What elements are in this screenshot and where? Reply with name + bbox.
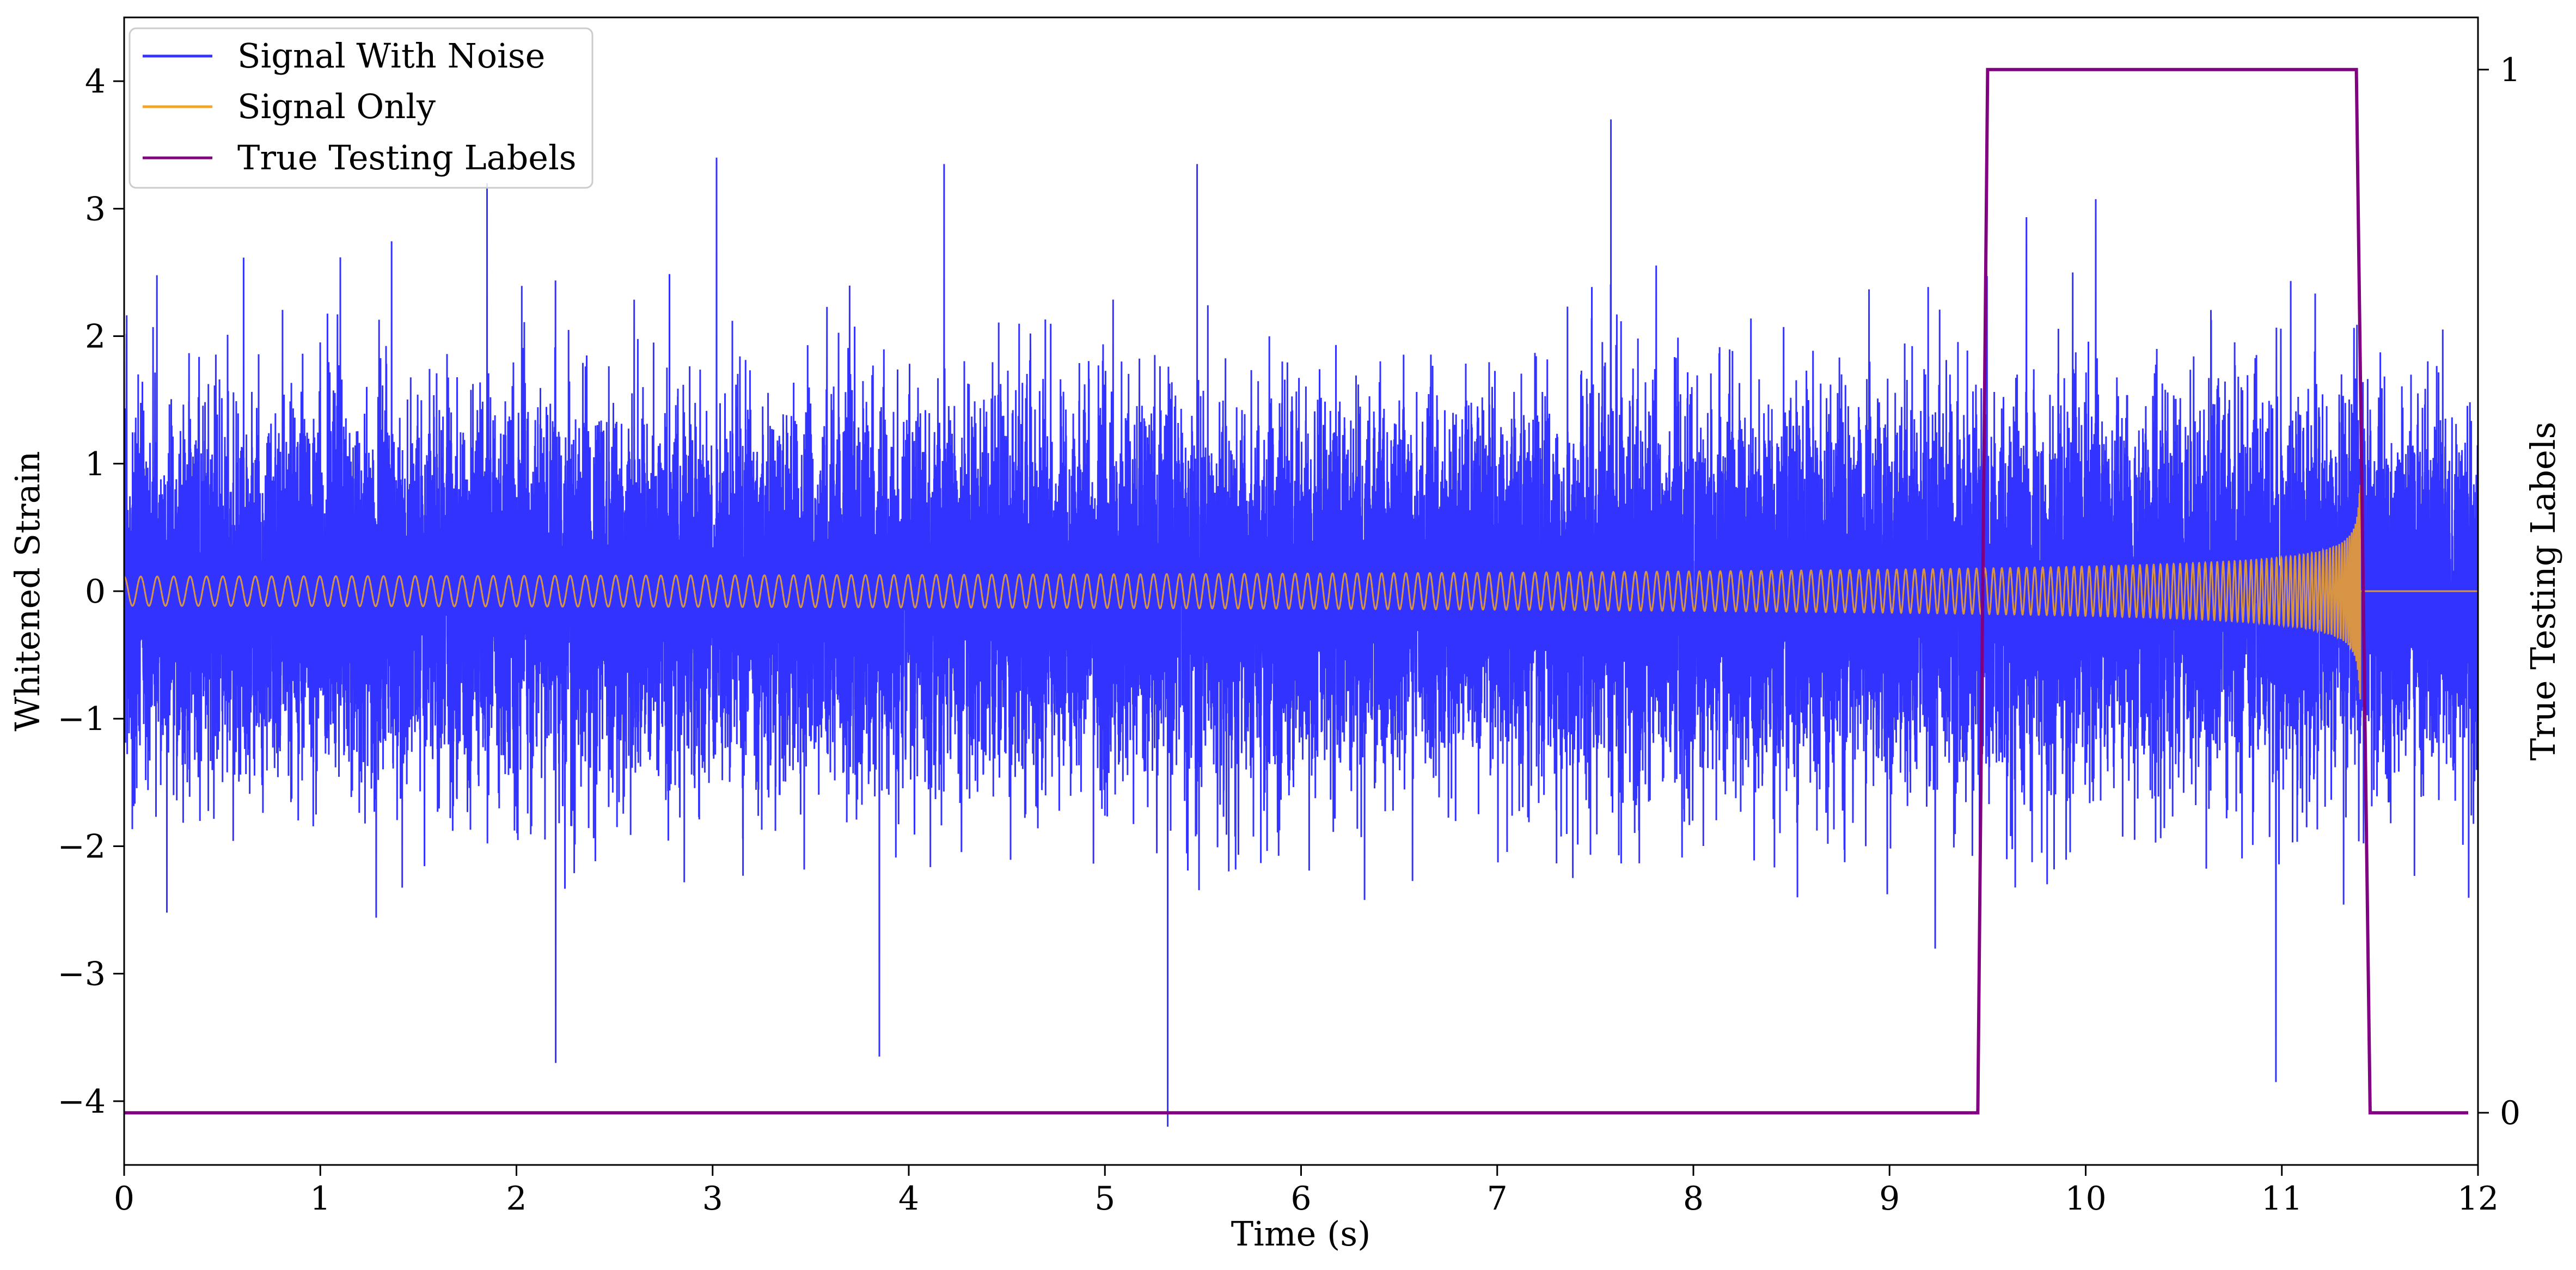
y-axis-right: 01	[2478, 51, 2520, 1132]
x-tick-label: 4	[898, 1180, 919, 1218]
x-tick-label: 8	[1683, 1180, 1704, 1218]
y-tick-label: 3	[85, 190, 106, 228]
legend-box	[129, 27, 593, 189]
y-tick-label: −2	[58, 827, 106, 866]
y-tick-label: 4	[85, 63, 106, 101]
x-tick-label: 1	[310, 1180, 331, 1218]
x-tick-label: 9	[1879, 1180, 1900, 1218]
y-tick-label: −1	[58, 700, 106, 738]
series-line-signal-with-noise	[124, 119, 2478, 1127]
x-axis: 0 1 2 3 4 5 6 7 8 9 10 11 12	[114, 1165, 2499, 1218]
y2-axis-title: True Testing Labels	[2523, 422, 2563, 761]
x-tick-label: 10	[2065, 1180, 2106, 1218]
legend-label-signal-with-noise: Signal With Noise	[237, 36, 545, 76]
y-tick-label: 2	[85, 318, 106, 356]
x-tick-label: 12	[2457, 1180, 2499, 1218]
y-tick-label: −4	[58, 1083, 106, 1121]
x-tick-label: 11	[2261, 1180, 2303, 1218]
x-axis-title: Time (s)	[1231, 1214, 1371, 1254]
x-tick-label: 0	[114, 1180, 134, 1218]
legend-label-true-testing-labels: True Testing Labels	[237, 138, 577, 177]
y-axis-title: Whitened Strain	[8, 451, 47, 732]
x-tick-label: 6	[1290, 1180, 1311, 1218]
y2-tick-label: 0	[2500, 1094, 2520, 1132]
y-tick-label: 0	[85, 573, 106, 611]
legend-label-signal-only: Signal Only	[237, 87, 436, 126]
y-tick-label: −3	[58, 955, 106, 993]
y2-tick-label: 1	[2500, 51, 2520, 89]
plot-area	[124, 68, 2478, 1127]
x-tick-label: 3	[702, 1180, 723, 1218]
x-tick-label: 5	[1094, 1180, 1115, 1218]
legend: Signal With Noise Signal Only True Testi…	[129, 27, 593, 189]
y-axis-left: −4 −3 −2 −1 0 1 2 3 4	[58, 63, 124, 1121]
series-line-true-testing-labels	[124, 68, 2468, 1115]
series-line-signal-only	[124, 484, 2478, 700]
y-tick-label: 1	[85, 445, 106, 483]
x-tick-label: 2	[506, 1180, 527, 1218]
x-tick-label: 7	[1487, 1180, 1508, 1218]
